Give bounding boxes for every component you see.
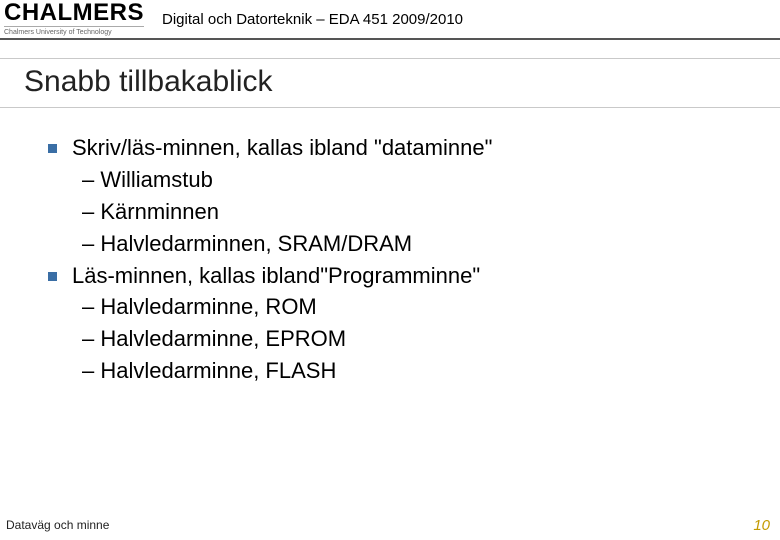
sub-list-item: Halvledarminne, EPROM xyxy=(82,323,748,355)
title-band: Snabb tillbakablick xyxy=(0,58,780,108)
logo: CHALMERS Chalmers University of Technolo… xyxy=(4,2,144,36)
list-item: Skriv/läs-minnen, kallas ibland "datamin… xyxy=(44,132,748,260)
sub-list-item: Williamstub xyxy=(82,164,748,196)
header: CHALMERS Chalmers University of Technolo… xyxy=(0,0,780,40)
list-item-text: Skriv/läs-minnen, kallas ibland "datamin… xyxy=(72,135,492,160)
course-title: Digital och Datorteknik – EDA 451 2009/2… xyxy=(162,11,463,28)
slide: CHALMERS Chalmers University of Technolo… xyxy=(0,0,780,540)
list-item: Läs-minnen, kallas ibland"Programminne" … xyxy=(44,260,748,388)
content: Skriv/läs-minnen, kallas ibland "datamin… xyxy=(0,108,780,387)
page-number: 10 xyxy=(753,517,770,534)
logo-primary: CHALMERS xyxy=(4,2,144,24)
sub-list: Williamstub Kärnminnen Halvledarminnen, … xyxy=(82,164,748,260)
sub-list-item: Halvledarminne, FLASH xyxy=(82,355,748,387)
logo-sub: Chalmers University of Technology xyxy=(4,26,144,36)
sub-list: Halvledarminne, ROM Halvledarminne, EPRO… xyxy=(82,291,748,387)
bullet-list: Skriv/läs-minnen, kallas ibland "datamin… xyxy=(44,132,748,387)
footer-left: Dataväg och minne xyxy=(6,518,109,532)
sub-list-item: Kärnminnen xyxy=(82,196,748,228)
page-title: Snabb tillbakablick xyxy=(24,65,756,99)
sub-list-item: Halvledarminnen, SRAM/DRAM xyxy=(82,228,748,260)
sub-list-item: Halvledarminne, ROM xyxy=(82,291,748,323)
list-item-text: Läs-minnen, kallas ibland"Programminne" xyxy=(72,263,480,288)
